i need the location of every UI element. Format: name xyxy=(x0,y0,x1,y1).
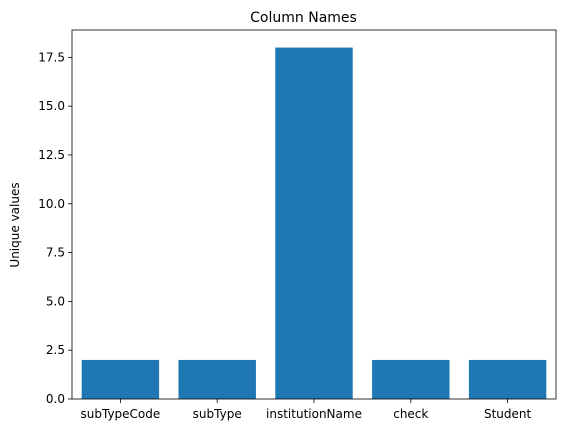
y-tick-label-0: 0.0 xyxy=(46,392,65,406)
y-axis-label: Unique values xyxy=(8,182,22,267)
y-tick-label-6: 15.0 xyxy=(38,99,65,113)
y-tick-label-3: 7.5 xyxy=(46,246,65,260)
x-tick-label-2: institutionName xyxy=(266,407,362,421)
bar-1 xyxy=(178,359,256,399)
y-tick-label-7: 17.5 xyxy=(38,50,65,64)
y-tick-label-1: 2.5 xyxy=(46,343,65,357)
chart-title: Column Names xyxy=(250,10,357,26)
y-tick-label-2: 5.0 xyxy=(46,294,65,308)
x-tick-label-1: subType xyxy=(193,407,242,421)
x-tick-label-3: check xyxy=(393,407,428,421)
bar-2 xyxy=(275,47,353,399)
bar-4 xyxy=(468,359,547,399)
y-tick-label-5: 12.5 xyxy=(38,148,65,162)
plot-area: 0.0 2.5 5.0 7.5 10.0 12.5 15.0 17.5 subTypeCode s… xyxy=(38,29,557,421)
x-tick-label-4: Student xyxy=(484,407,532,421)
bar-3 xyxy=(372,359,450,399)
bar-0 xyxy=(81,359,160,399)
x-tick-label-0: subTypeCode xyxy=(81,407,161,421)
y-tick-label-4: 10.0 xyxy=(38,197,65,211)
